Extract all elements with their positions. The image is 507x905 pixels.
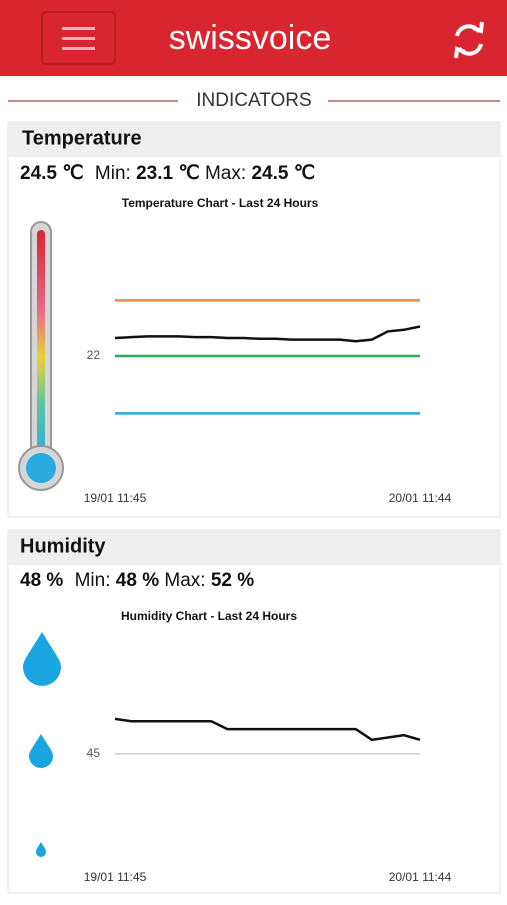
menu-box [41,11,116,65]
max-label: Max: [205,163,246,184]
logo: swissvoice [169,19,331,57]
chart-title: Temperature Chart - Last 24 Hours [122,196,319,210]
current-value: 48 % [20,570,63,591]
min-label: Min: [75,570,111,591]
menu-bar [62,47,95,50]
stats-row: 24.5 ℃ Min: 23.1 ℃ Max: 24.5 ℃ [20,163,315,184]
data-line [114,325,421,343]
thermometer-fill [37,230,45,462]
drop-medium [29,734,53,768]
current-value: 24.5 ℃ [20,163,84,184]
temperature-chart: Temperature Chart - Last 24 Hours 22 19/01… [84,196,452,505]
card-title: Humidity [20,535,106,557]
refresh-button[interactable] [454,21,484,59]
max-value: 52 % [211,570,254,591]
card-header [8,530,500,565]
menu-bar [62,27,95,30]
refresh-arrow [454,46,466,59]
section-title: INDICATORS [196,90,311,111]
menu-bar [62,37,95,40]
x-tick-label: 19/01 11:45 [84,870,147,884]
y-tick-label: 22 [87,348,101,362]
max-label: Max: [164,570,205,591]
drop-icons [23,632,61,857]
humidity-card [7,529,501,894]
x-tick-label: 20/01 11:44 [389,491,452,505]
menu-button[interactable] [41,11,116,65]
min-value: 23.1 ℃ [136,163,200,184]
card-header [8,122,500,157]
card-title: Temperature [22,127,142,149]
drop-large [23,632,61,686]
min-value: 48 % [116,570,159,591]
humidity-chart: Humidity Chart - Last 24 Hours 45 19/01 11… [84,609,452,884]
stats-row: 48 % Min: 48 % Max: 52 % [20,570,254,591]
min-label: Min: [95,163,131,184]
max-value: 24.5 ℃ [251,163,315,184]
chart-title: Humidity Chart - Last 24 Hours [121,609,297,623]
thermometer-icon [18,221,64,491]
drop-small [36,842,46,857]
x-tick-label: 19/01 11:45 [84,491,147,505]
refresh-arrow [472,21,484,34]
x-tick-label: 20/01 11:44 [389,870,452,884]
data-line [114,717,421,742]
thermometer-bulb [26,453,56,483]
y-tick-label: 45 [87,746,101,760]
temperature-card [7,121,501,518]
